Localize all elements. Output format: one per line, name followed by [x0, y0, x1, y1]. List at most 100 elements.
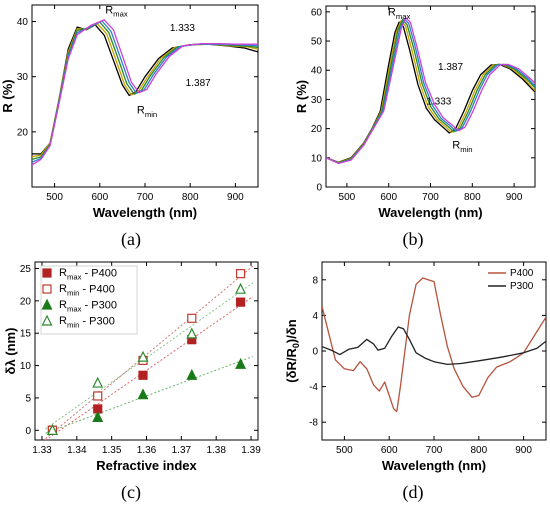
y-tick-label: 10 [20, 361, 32, 372]
chart-panel-a: 500 600 700 800 900 20 30 40 Wavelength (nm) R (%… [0, 4, 259, 250]
y-axis-label: δλ (nm) [3, 328, 18, 375]
y-tick-label: 0 [25, 426, 31, 437]
y-axis-label: (δR/R0)/δn [284, 319, 301, 382]
data-point [138, 370, 148, 380]
data-point [42, 284, 52, 294]
panel-caption: (c) [121, 482, 141, 503]
data-point [137, 350, 149, 362]
legend-label: P300 [510, 281, 534, 292]
x-tick-label: 1.35 [102, 445, 122, 456]
data-point [41, 298, 53, 310]
legend-box [40, 265, 138, 335]
y-tick-label: 5 [25, 393, 31, 404]
x-tick-label: 1.38 [206, 445, 226, 456]
panel-caption: (b) [403, 229, 424, 250]
x-tick-label: 600 [381, 445, 398, 456]
y-tick-label: 40 [311, 66, 323, 77]
x-tick-label: 700 [426, 445, 443, 456]
annotation-label: 1.387 [438, 62, 463, 73]
y-tick-label: 0 [316, 183, 322, 194]
x-tick-label: 800 [470, 445, 487, 456]
y-tick-label: 60 [311, 7, 323, 18]
chart-panel-d: 500 600 700 800 900 -8 -4 0 4 8 Wavelength (nm) (δR… [284, 261, 547, 503]
chart-panel-b: 500 600 700 800 900 0 10 20 30 40 50 60 Wavelength (… [294, 5, 536, 250]
annotation-label: Rmin [137, 105, 157, 119]
series-line [32, 19, 258, 166]
x-tick-label: 500 [336, 445, 353, 456]
series-line [32, 20, 258, 163]
data-point [186, 327, 198, 339]
x-tick-label: 600 [380, 192, 397, 203]
fit-line [45, 356, 253, 434]
plot-frame [31, 4, 259, 188]
fit-line [45, 265, 254, 439]
y-tick-label: 20 [17, 127, 29, 138]
x-tick-label: 500 [46, 192, 63, 203]
series-line [326, 18, 535, 164]
y-axis-label: R (%) [294, 80, 309, 113]
y-tick-label: 20 [20, 296, 32, 307]
x-tick-label: 1.37 [172, 445, 192, 456]
legend-label: P400 [510, 268, 534, 279]
data-point [235, 269, 246, 279]
data-point [42, 268, 52, 278]
annotation-label: 1.387 [186, 78, 211, 89]
data-point [46, 423, 58, 435]
x-axis-label: Wavelength (nm) [93, 205, 197, 220]
y-tick-label: 0 [312, 347, 318, 358]
x-tick-label: 700 [137, 192, 154, 203]
data-point [41, 314, 53, 326]
y-tick-label: -4 [309, 382, 318, 393]
data-point [92, 411, 104, 422]
x-axis-label: Wavelength (nm) [382, 458, 486, 473]
x-tick-label: 900 [515, 445, 532, 456]
y-tick-label: 50 [311, 37, 323, 48]
legend-label: Rmax - P300 [59, 299, 117, 313]
data-point [235, 282, 247, 294]
x-tick-label: 600 [91, 192, 108, 203]
y-tick-label: 40 [17, 17, 29, 28]
x-tick-label: 900 [227, 192, 244, 203]
annotation-label: 1.333 [426, 97, 451, 108]
series-line [326, 21, 535, 163]
chart-panel-c: 1.33 1.34 1.35 1.36 1.37 1.38 1.39 0 5 10 15 20 25 Re… [3, 261, 261, 503]
y-tick-label: 8 [312, 275, 318, 286]
y-tick-label: 30 [17, 72, 29, 83]
y-tick-label: 20 [311, 124, 323, 135]
legend-label: Rmax - P400 [59, 267, 117, 281]
data-point [186, 368, 198, 380]
x-tick-label: 1.33 [32, 445, 52, 456]
data-point [137, 388, 149, 400]
x-tick-label: 900 [506, 192, 523, 203]
series-line [326, 20, 535, 164]
series-line [326, 17, 535, 165]
x-tick-label: 500 [339, 192, 356, 203]
legend-label: Rmin - P300 [59, 315, 115, 329]
panel-caption: (d) [403, 482, 424, 503]
y-tick-label: 15 [20, 329, 32, 340]
annotation-label: Rmin [452, 139, 472, 153]
data-point [92, 376, 104, 388]
x-tick-label: 1.39 [241, 445, 261, 456]
panel-caption: (a) [121, 229, 141, 250]
series-line-p300 [322, 326, 546, 366]
x-axis-label: Wavelength (nm) [378, 205, 482, 220]
annotation-label: Rmax [388, 7, 411, 21]
y-tick-label: 4 [312, 311, 318, 322]
annotation-label: Rmax [105, 4, 128, 18]
data-point [93, 391, 103, 401]
x-axis-label: Refractive index [96, 458, 197, 473]
annotation-label: 1.333 [170, 23, 195, 34]
series-line-p400 [322, 277, 546, 413]
series-line [326, 19, 535, 164]
y-tick-label: -8 [309, 418, 318, 429]
y-tick-label: 30 [311, 95, 323, 106]
data-point [235, 357, 247, 369]
x-tick-label: 800 [182, 192, 199, 203]
legend: Rmax - P400 Rmin - P400 Rmax - P300 Rmin - … [40, 265, 138, 335]
x-tick-label: 800 [464, 192, 481, 203]
x-tick-label: 1.34 [67, 445, 87, 456]
y-tick-label: 10 [311, 153, 323, 164]
x-tick-label: 1.36 [137, 445, 157, 456]
